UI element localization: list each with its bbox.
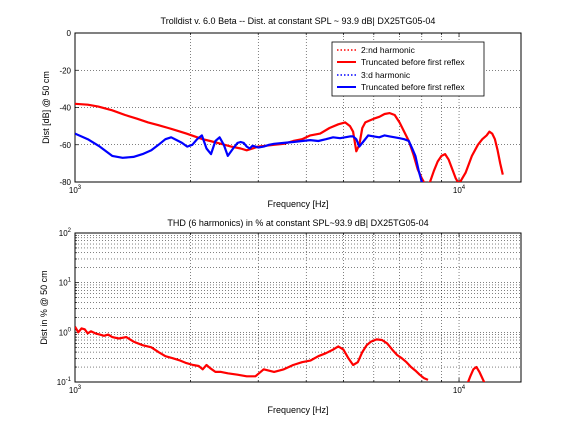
x-tick-label: 103 xyxy=(69,385,82,395)
y-tick-label: -20 xyxy=(59,66,71,75)
top-series-line-3 xyxy=(75,132,424,182)
legend-item-truncated-blue: Truncated before first reflex xyxy=(337,82,465,92)
top-x-axis-label: Frequency [Hz] xyxy=(267,199,328,209)
top-series-line-1 xyxy=(75,102,504,182)
bottom-series-lines xyxy=(75,326,486,382)
y-tick-label: 0 xyxy=(67,29,72,38)
bottom-x-axis-label: Frequency [Hz] xyxy=(267,405,328,415)
legend-item-3rd-harmonic: 3:d harmonic xyxy=(337,70,411,80)
top-y-axis-label: Dist [dB] @ 50 cm xyxy=(41,71,51,144)
bottom-y-axis-label: Dist in % @ 50 cm xyxy=(39,270,49,344)
legend-label: 2:nd harmonic xyxy=(361,45,416,55)
bottom-plot-frame xyxy=(74,232,522,383)
bottom-ticks: 10-1 100 101 102 103 104 xyxy=(57,228,466,395)
y-tick-label: -40 xyxy=(59,104,71,113)
legend-label: Truncated before first reflex xyxy=(361,57,465,67)
legend-label: 3:d harmonic xyxy=(361,70,411,80)
bottom-grid xyxy=(75,233,521,382)
y-tick-label: 101 xyxy=(59,278,72,288)
legend-box xyxy=(331,41,485,97)
top-chart-title: Trolldist v. 6.0 Beta -- Dist. at consta… xyxy=(161,16,436,26)
y-tick-label: 102 xyxy=(59,228,72,238)
legend-label: Truncated before first reflex xyxy=(361,82,465,92)
bottom-chart-title: THD (6 harmonics) in % at constant SPL~9… xyxy=(167,218,428,228)
x-tick-label: 104 xyxy=(453,385,466,395)
bottom-series-line-1 xyxy=(466,365,486,382)
distortion-chart: Trolldist v. 6.0 Beta -- Dist. at consta… xyxy=(41,16,522,209)
legend: 2:nd harmonic Truncated before first ref… xyxy=(331,41,485,97)
legend-item-2nd-harmonic: 2:nd harmonic xyxy=(337,45,416,55)
x-tick-label: 103 xyxy=(69,185,82,195)
y-tick-label: 10-1 xyxy=(57,377,72,387)
bottom-series-line-0 xyxy=(75,326,429,381)
thd-chart: THD (6 harmonics) in % at constant SPL~9… xyxy=(39,218,522,415)
top-series-lines xyxy=(75,102,504,182)
y-tick-label: -60 xyxy=(59,141,71,150)
legend-item-truncated-red: Truncated before first reflex xyxy=(337,57,465,67)
y-tick-label: 100 xyxy=(59,327,72,337)
x-tick-label: 104 xyxy=(453,185,466,195)
y-tick-label: -80 xyxy=(59,178,71,187)
